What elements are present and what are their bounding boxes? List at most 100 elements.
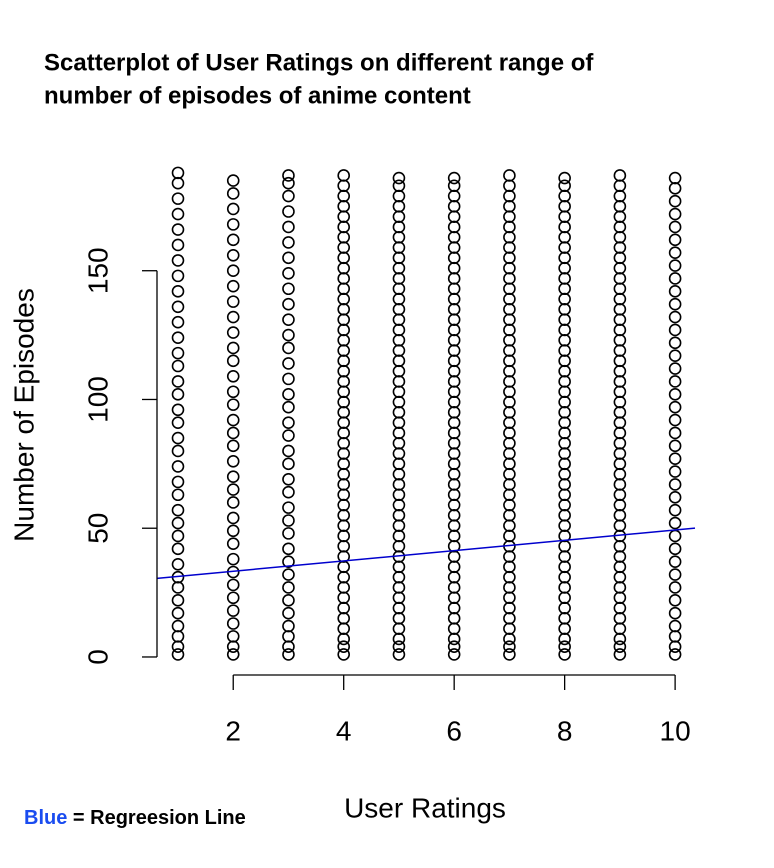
point [558,560,571,574]
point [171,594,185,607]
point [668,478,682,491]
point [668,220,682,234]
point [668,503,682,517]
point [558,333,571,347]
point [447,591,461,605]
point [503,313,516,326]
point [171,346,185,360]
point [613,210,627,223]
point [613,632,627,646]
point [392,375,406,388]
point [613,426,627,440]
point [447,272,461,285]
point [226,537,240,550]
point [503,622,516,635]
point [447,292,461,306]
point [668,516,682,530]
point [226,385,240,399]
point [337,591,350,605]
point [503,292,516,306]
point [503,375,516,388]
point [337,519,350,532]
y-tick-label: 150 [82,247,113,294]
point [558,436,571,450]
point [558,426,571,440]
point [282,189,295,203]
point [392,509,406,522]
point [392,272,406,285]
legend-text: = Regreesion Line [73,807,246,829]
x-tick-label: 4 [336,715,352,746]
point [558,261,571,275]
point [447,171,461,185]
point [447,364,461,378]
point [668,581,682,594]
point [392,416,406,429]
point [668,606,682,620]
point [282,328,295,342]
point [503,648,516,661]
legend-color-word: Blue [24,807,67,829]
x-tick-label: 8 [557,715,573,746]
point [171,315,185,329]
point [392,467,406,481]
point [282,282,295,296]
point [503,640,516,653]
point [668,171,682,185]
point [282,388,295,401]
point [558,395,571,409]
point [613,395,627,409]
point [668,362,682,375]
point [668,285,682,298]
point [226,413,240,427]
point [668,491,682,504]
point [171,300,185,314]
point [613,601,627,615]
point [226,218,240,231]
point [613,251,627,265]
point [226,354,240,368]
point [558,632,571,646]
point [558,519,571,532]
point [503,467,516,481]
point [613,385,627,399]
point [613,467,627,481]
point [447,560,461,574]
point [503,220,516,234]
point [392,478,406,491]
point [171,529,185,543]
x-axis-label: User Ratings [344,792,506,823]
point [668,413,682,427]
point [447,282,461,296]
point [392,251,406,265]
point [282,176,295,190]
point [337,632,350,646]
point [392,436,406,450]
point [613,354,627,368]
point [337,467,350,481]
point [447,375,461,388]
point [613,375,627,388]
point [558,241,571,254]
point [503,570,516,584]
point [337,241,350,254]
point [392,313,406,326]
point [226,454,240,468]
point [337,292,350,306]
point [503,303,516,316]
point [447,519,461,532]
point [226,369,240,383]
point [668,349,682,363]
point [282,416,295,429]
point [282,457,295,471]
chart-title: number of episodes of anime content [44,82,471,109]
point [558,648,571,661]
point [447,210,461,223]
point [226,496,240,509]
point [668,568,682,581]
point [282,501,295,514]
point [447,509,461,522]
point [337,640,350,653]
point [447,395,461,409]
point [503,509,516,522]
